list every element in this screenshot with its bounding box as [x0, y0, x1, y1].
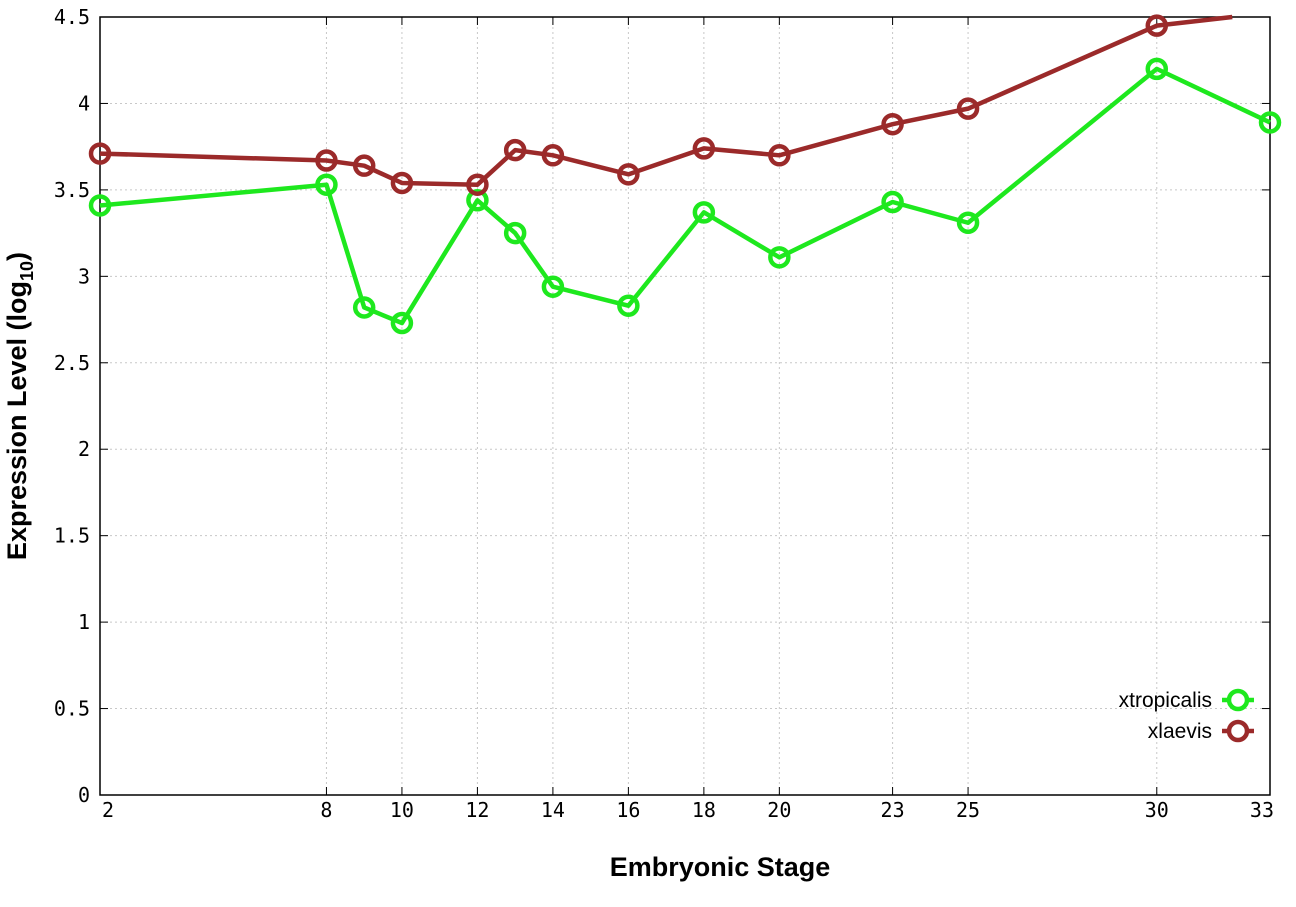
data-point [352, 296, 376, 319]
data-point [315, 173, 338, 196]
data-point [541, 275, 565, 298]
x-tick-label: 14 [541, 798, 565, 822]
data-point [881, 112, 904, 136]
grid [100, 17, 1270, 795]
y-tick-label: 3 [78, 264, 90, 288]
legend-item-xtropicalis: xtropicalis [1119, 688, 1254, 712]
y-tick-label: 1.5 [54, 524, 90, 548]
data-point [956, 97, 980, 120]
series-line [99, 14, 1233, 187]
data-point [692, 137, 716, 160]
y-tick-label: 4 [78, 91, 90, 115]
x-axis-title: Embryonic Stage [610, 852, 831, 882]
y-tick-label: 1 [78, 610, 90, 634]
data-point [466, 173, 489, 196]
x-tick-label: 23 [881, 798, 905, 822]
data-point [541, 144, 565, 167]
legend-label: xlaevis [1148, 720, 1212, 743]
x-tick-label: 2 [102, 798, 114, 822]
y-axis-title-end: ) [2, 252, 32, 261]
data-point [88, 142, 112, 165]
y-tick-label: 0.5 [54, 697, 90, 721]
x-tick-label: 33 [1250, 798, 1274, 822]
y-tick-label: 3.5 [54, 178, 90, 202]
x-tick-label: 30 [1145, 798, 1169, 822]
legend-item-xlaevis: xlaevis [1148, 719, 1254, 743]
x-tick-label: 8 [320, 798, 332, 822]
y-tick-label: 4.5 [54, 5, 90, 29]
data-point [617, 294, 640, 317]
data-point [617, 163, 640, 186]
plot-frame [99, 16, 1271, 796]
y-axis-title-subscript: 10 [17, 261, 37, 281]
axis-ticks: 0 0.5 1 1.5 2 2.5 3 3.5 4 4.5 2 8 10 12 14 16 18 20 23 25 30… [54, 5, 1274, 822]
data-point [88, 194, 112, 217]
series-line [99, 66, 1271, 326]
y-tick-label: 0 [78, 783, 90, 807]
data-point [1258, 111, 1282, 134]
data-point [503, 138, 527, 162]
data-point [352, 154, 376, 177]
legend-label: xtropicalis [1119, 689, 1212, 712]
legend-marker [1226, 688, 1250, 712]
y-tick-label: 2 [78, 437, 90, 461]
x-tick-label: 10 [390, 798, 414, 822]
x-tick-label: 20 [767, 798, 791, 822]
data-point [956, 211, 980, 234]
legend: xtropicalis xlaevis [1119, 688, 1254, 743]
data-point [692, 201, 716, 224]
data-point [503, 221, 527, 245]
data-point [881, 190, 904, 214]
series-xtropicalis [88, 57, 1282, 335]
data-point [390, 171, 414, 195]
y-axis-title-main: Expression Level (log [2, 281, 32, 560]
legend-marker [1226, 719, 1250, 743]
data-point [1145, 14, 1169, 37]
x-tick-label: 16 [616, 798, 640, 822]
data-point [768, 246, 791, 269]
series-layer [88, 14, 1282, 335]
data-point [466, 189, 489, 212]
data-point [768, 144, 791, 167]
data-point [315, 149, 338, 172]
series-xlaevis [88, 14, 1233, 196]
data-point [390, 311, 414, 335]
x-tick-label: 18 [692, 798, 716, 822]
x-tick-label: 25 [956, 798, 980, 822]
data-point [1145, 57, 1169, 81]
y-tick-label: 2.5 [54, 351, 90, 375]
x-tick-label: 12 [465, 798, 489, 822]
y-axis-title: Expression Level (log10) [2, 252, 37, 560]
